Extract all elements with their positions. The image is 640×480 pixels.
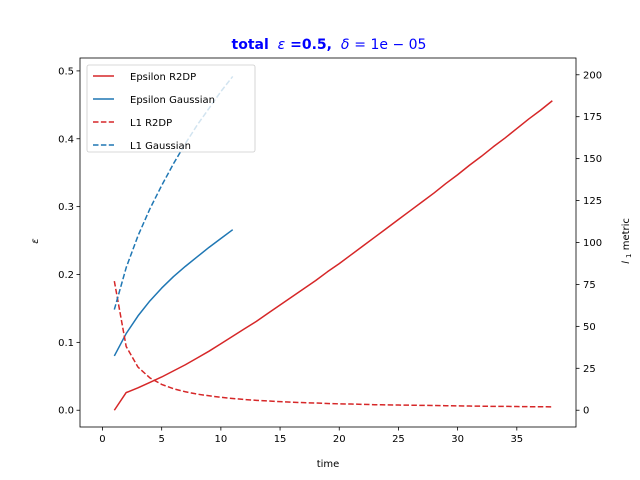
y-left-tick-label: 0.3 — [58, 202, 74, 213]
y-right-tick-label: 175 — [583, 112, 602, 123]
chart-title-epsilon-value: =0.5, — [290, 37, 332, 53]
series-line-epsilon-r2dp — [113, 100, 553, 411]
y-left-tick-label: 0.5 — [58, 66, 74, 77]
y-axis-right-label-sub: 1 — [625, 253, 633, 257]
legend-label-l1-gaussian: L1 Gaussian — [130, 141, 191, 152]
y-left-tick-label: 0.0 — [58, 406, 74, 417]
y-axis-right-label: l 1 metric — [621, 218, 634, 264]
y-right-tick-label: 150 — [583, 154, 602, 165]
y-right-tick-label: 100 — [583, 238, 602, 249]
series-line-epsilon-gaussian — [113, 229, 234, 357]
chart-title-delta-value: = 1e − 05 — [354, 37, 426, 53]
y-right-tick-label: 25 — [583, 364, 596, 375]
y-right-tick-label: 75 — [583, 280, 596, 291]
x-tick-label: 10 — [215, 434, 228, 445]
y-right-tick-label: 200 — [583, 70, 602, 81]
chart-title-epsilon: ε — [278, 37, 286, 53]
y-left-tick-label: 0.4 — [58, 134, 74, 145]
y-axis-left-label: ε — [30, 238, 41, 244]
x-tick-label: 30 — [451, 434, 464, 445]
x-tick-label: 20 — [333, 434, 346, 445]
y-right-tick-label: 0 — [583, 406, 589, 417]
x-axis-label: time — [317, 459, 340, 470]
chart-title-delta: δ — [341, 37, 350, 53]
x-tick-label: 15 — [274, 434, 287, 445]
legend-box — [86, 64, 256, 153]
legend-label-epsilon-gaussian: Epsilon Gaussian — [130, 95, 215, 106]
x-tick-label: 5 — [158, 434, 164, 445]
legend-label-epsilon-r2dp: Epsilon R2DP — [130, 72, 196, 83]
legend: Epsilon R2DP Epsilon Gaussian L1 R2DP L1 Ga… — [86, 64, 256, 153]
y-axis-right-label-base: l — [621, 261, 632, 264]
legend-label-l1-r2dp: L1 R2DP — [130, 118, 172, 129]
y-left-tick-label: 0.2 — [58, 270, 74, 281]
y-right-tick-label: 125 — [583, 196, 602, 207]
y-axis-right-label-rest: metric — [621, 218, 632, 250]
x-tick-label: 0 — [99, 434, 105, 445]
x-tick-label: 25 — [392, 434, 405, 445]
chart-title: total ε =0.5, δ = 1e − 05 — [232, 37, 427, 53]
y-left-tick-label: 0.1 — [58, 338, 74, 349]
chart-title-prefix: total — [232, 37, 269, 53]
y-right-tick-label: 50 — [583, 322, 596, 333]
series-line-l1-r2dp — [113, 280, 553, 408]
axes: 0 5 10 15 20 25 30 35 0.0 0.1 0.2 0.3 0.4 0.5 0 25 50 75 1… — [58, 57, 602, 445]
x-tick-label: 35 — [510, 434, 523, 445]
